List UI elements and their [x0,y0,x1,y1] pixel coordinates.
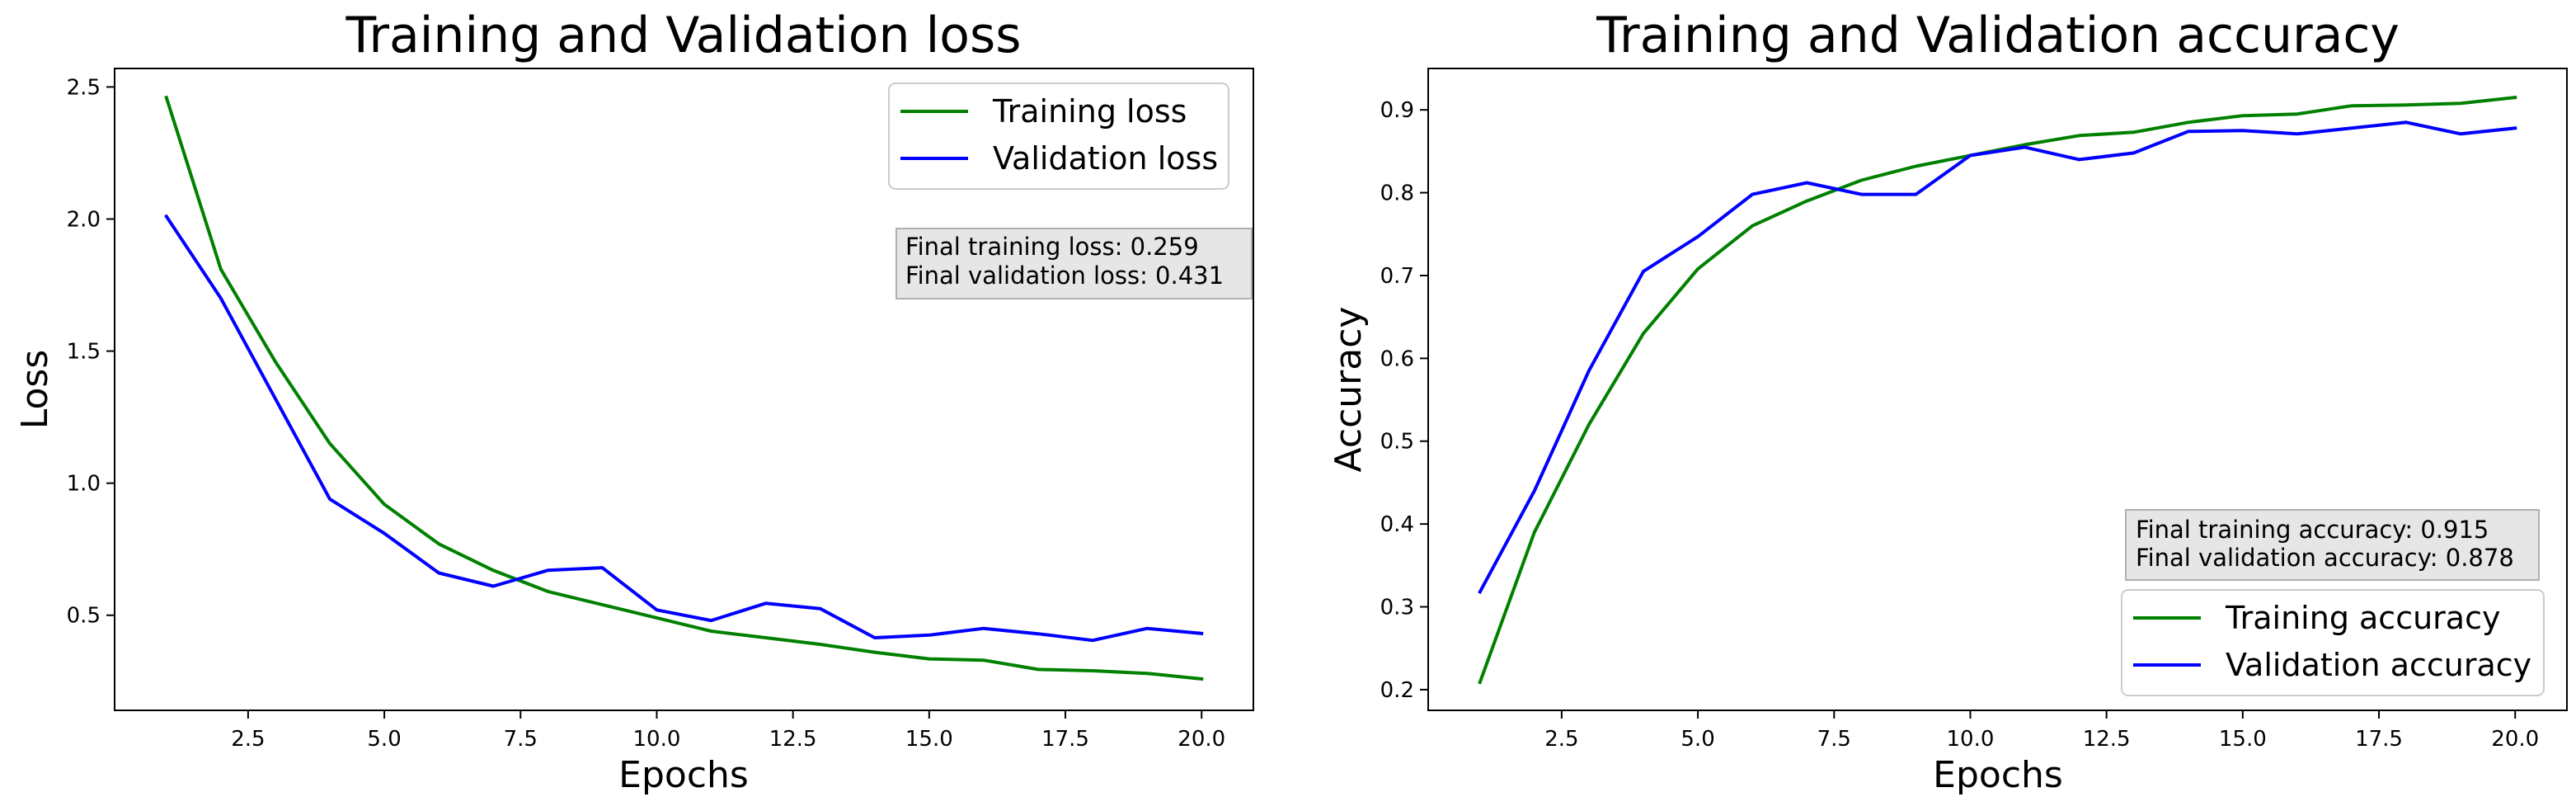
loss-x-tick-label: 20.0 [1178,727,1225,752]
loss-chart-title: Training and Validation loss [345,7,1021,64]
loss-y-tick-label: 2.0 [67,207,101,232]
accuracy-y-tick-label: 0.7 [1380,264,1414,289]
loss-legend-label-training: Training loss [992,93,1187,130]
accuracy-y-tick-label: 0.9 [1380,98,1414,123]
accuracy-final-training-text: Final training accuracy: 0.915 [2136,516,2489,544]
accuracy-legend-label-validation: Validation accuracy [2226,647,2531,683]
accuracy-y-axis-label: Accuracy [1328,307,1370,473]
accuracy-y-tick-label: 0.5 [1380,430,1414,455]
accuracy-legend-label-training: Training accuracy [2225,600,2500,636]
accuracy-x-tick-label: 20.0 [2491,727,2539,752]
loss-legend-box [888,83,1229,190]
accuracy-legend-box [2121,589,2545,696]
loss-x-tick-label: 17.5 [1041,727,1089,752]
loss-y-tick-label: 1.5 [67,340,101,365]
accuracy-y-tick-label: 0.4 [1380,512,1414,537]
loss-series-line-1 [164,214,1204,643]
loss-final-values-box: Final training loss: 0.259 Final validat… [895,228,1253,299]
accuracy-x-tick-label: 10.0 [1947,727,1995,752]
accuracy-x-ticks: 2.5 5.0 7.5 10.0 12.5 15.0 17.5 20.0 [1544,710,2539,752]
accuracy-x-tick-label: 7.5 [1817,727,1851,752]
accuracy-x-tick-label: 17.5 [2355,727,2403,752]
accuracy-plot-area [1478,95,2517,685]
loss-series-line-0 [164,95,1204,681]
accuracy-y-tick-label: 0.2 [1380,678,1414,703]
loss-legend-label-validation: Validation loss [993,140,1218,177]
loss-legend: Training loss Validation loss [888,83,1229,190]
loss-x-axis-label: Epochs [618,754,749,796]
loss-x-tick-label: 5.0 [367,727,401,752]
accuracy-x-tick-label: 5.0 [1681,727,1714,752]
accuracy-y-tick-label: 0.6 [1380,347,1414,371]
accuracy-y-tick-label: 0.3 [1380,596,1414,620]
loss-y-tick-label: 1.0 [67,472,101,497]
accuracy-final-values-box: Final training accuracy: 0.915 Final val… [2125,509,2540,581]
accuracy-axes-frame [1427,68,2568,711]
loss-x-ticks: 2.5 5.0 7.5 10.0 12.5 15.0 17.5 20.0 [231,710,1225,752]
loss-x-tick-label: 15.0 [905,727,953,752]
loss-panel: Training and Validation loss 2.5 5.0 7.5 10… [14,7,1254,796]
loss-axes-frame [114,68,1254,711]
loss-x-tick-label: 7.5 [504,727,538,752]
accuracy-legend: Training accuracy Validation accuracy [2121,589,2545,696]
accuracy-panel: Training and Validation accuracy 2.5 5.0 7… [1328,7,2568,796]
loss-x-tick-label: 2.5 [231,727,265,752]
loss-y-tick-label: 2.5 [67,75,101,100]
accuracy-x-tick-label: 2.5 [1544,727,1578,752]
accuracy-final-validation-text: Final validation accuracy: 0.878 [2136,544,2514,572]
loss-y-ticks: 0.5 1.0 1.5 2.0 2.5 [67,75,115,629]
loss-x-tick-label: 10.0 [633,727,681,752]
loss-x-tick-label: 12.5 [769,727,817,752]
accuracy-x-axis-label: Epochs [1933,754,2063,796]
accuracy-series-line-1 [1478,120,2517,595]
accuracy-y-tick-label: 0.8 [1380,182,1414,206]
loss-plot-area [164,95,1204,681]
accuracy-chart-title: Training and Validation accuracy [1596,7,2400,64]
accuracy-y-ticks: 0.2 0.3 0.4 0.5 0.6 0.7 0.8 0.9 [1380,98,1428,703]
loss-final-validation-text: Final validation loss: 0.431 [905,262,1224,290]
accuracy-x-tick-label: 12.5 [2083,727,2131,752]
loss-final-training-text: Final training loss: 0.259 [905,233,1199,261]
accuracy-x-tick-label: 15.0 [2219,727,2267,752]
loss-y-axis-label: Loss [14,350,56,430]
loss-y-tick-label: 0.5 [67,604,101,629]
